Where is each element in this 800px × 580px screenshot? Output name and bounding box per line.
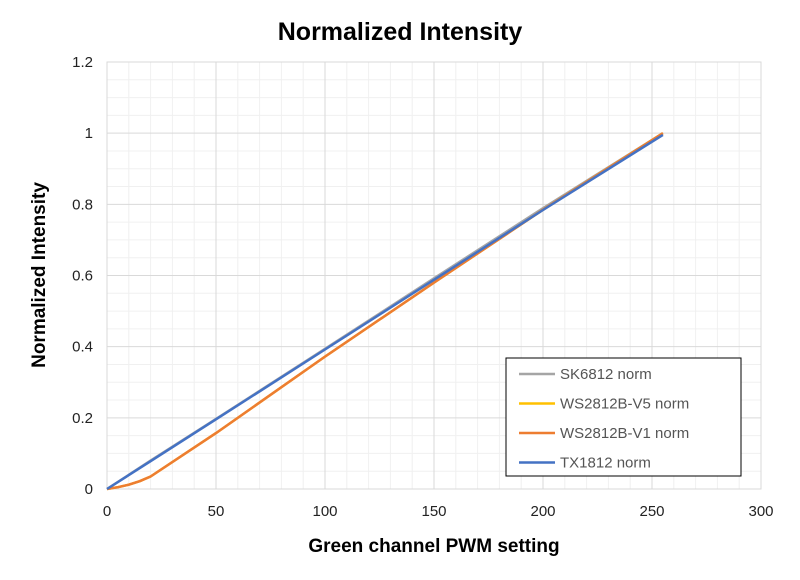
chart-title: Normalized Intensity — [278, 18, 523, 46]
y-axis-title: Normalized Intensity — [29, 182, 50, 368]
x-tick-label: 0 — [103, 503, 111, 520]
y-tick-label: 0.6 — [72, 268, 93, 285]
legend-label: WS2812B-V5 norm — [560, 396, 689, 413]
x-axis-ticks: 0 50 100 150 200 250 300 — [103, 503, 774, 520]
y-tick-label: 0 — [85, 481, 93, 498]
legend-label: SK6812 norm — [560, 366, 652, 383]
legend-box — [505, 357, 742, 477]
y-tick-label: 1.2 — [72, 54, 93, 71]
plot-area — [106, 61, 762, 490]
legend-label: TX1812 norm — [560, 455, 651, 472]
x-tick-label: 200 — [530, 503, 555, 520]
legend: SK6812 norm WS2812B-V5 norm WS2812B-V1 nor… — [505, 357, 742, 477]
y-tick-label: 0.4 — [72, 339, 93, 356]
y-axis-ticks: 0 0.2 0.4 0.6 0.8 1 1.2 — [72, 54, 93, 498]
y-tick-label: 0.8 — [72, 196, 93, 213]
x-tick-label: 150 — [421, 503, 446, 520]
x-tick-label: 50 — [208, 503, 225, 520]
legend-label: WS2812B-V1 norm — [560, 425, 689, 442]
x-tick-label: 300 — [748, 503, 773, 520]
x-tick-label: 100 — [312, 503, 337, 520]
series-line-tx1812-norm — [106, 133, 664, 491]
y-tick-label: 0.2 — [72, 410, 93, 427]
y-tick-label: 1 — [85, 125, 93, 142]
x-tick-label: 250 — [639, 503, 664, 520]
series-lines — [106, 132, 664, 491]
x-axis-title: Green channel PWM setting — [308, 536, 559, 557]
